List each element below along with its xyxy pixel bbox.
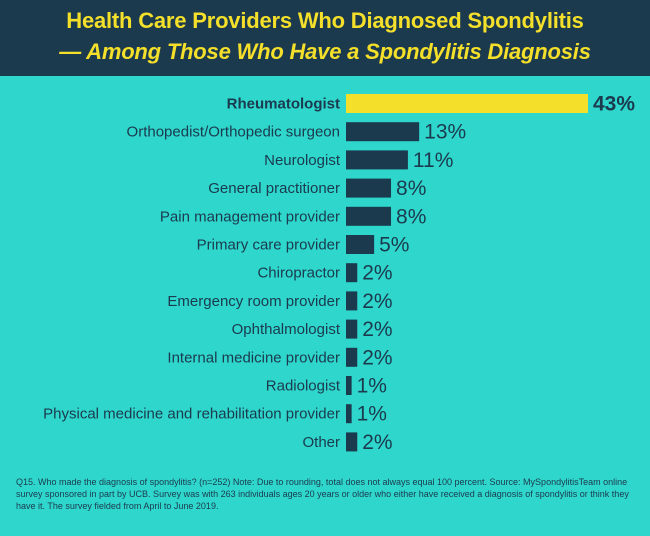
value-label: 2% [362,290,392,313]
category-label: Neurologist [264,152,341,169]
category-label: Internal medicine provider [167,349,340,366]
bar [346,404,352,424]
bar [346,122,420,142]
title-banner: Health Care Providers Who Diagnosed Spon… [0,0,650,76]
bar [346,376,352,395]
category-label: Ophthalmologist [232,321,341,338]
category-label: Rheumatologist [227,96,340,113]
bar [346,150,408,170]
bar [346,178,392,198]
value-label: 43% [593,93,635,116]
bar [346,319,358,339]
value-label: 13% [424,121,466,144]
value-label: 2% [362,318,392,341]
chart-subtitle: — Among Those Who Have a Spondylitis Dia… [59,39,591,64]
category-label: Pain management provider [160,208,340,225]
chart-title: Health Care Providers Who Diagnosed Spon… [66,8,584,33]
category-label: Other [302,434,340,451]
bar [346,347,358,367]
category-label: Physical medicine and rehabilitation pro… [43,406,340,423]
value-label: 2% [362,262,392,285]
value-label: 1% [357,375,387,398]
bar [346,291,358,311]
bar-chart: Rheumatologist 43% Orthopedist/Orthopedic … [43,93,635,454]
bar [346,206,392,226]
category-label: General practitioner [208,180,340,197]
bar [346,235,375,254]
bar [346,432,358,452]
bar [346,94,588,113]
category-label: Emergency room provider [167,293,340,310]
value-label: 8% [396,177,426,200]
value-label: 5% [379,234,409,257]
value-label: 2% [362,431,392,454]
footnote: Q15. Who made the diagnosis of spondylit… [16,477,629,511]
bar [346,263,358,283]
value-label: 11% [413,149,453,172]
value-label: 8% [396,205,426,228]
category-label: Radiologist [266,378,341,395]
category-label: Chiropractor [257,265,340,282]
category-label: Primary care provider [197,237,340,254]
value-label: 1% [357,403,387,426]
category-label: Orthopedist/Orthopedic surgeon [127,124,340,141]
value-label: 2% [362,346,392,369]
